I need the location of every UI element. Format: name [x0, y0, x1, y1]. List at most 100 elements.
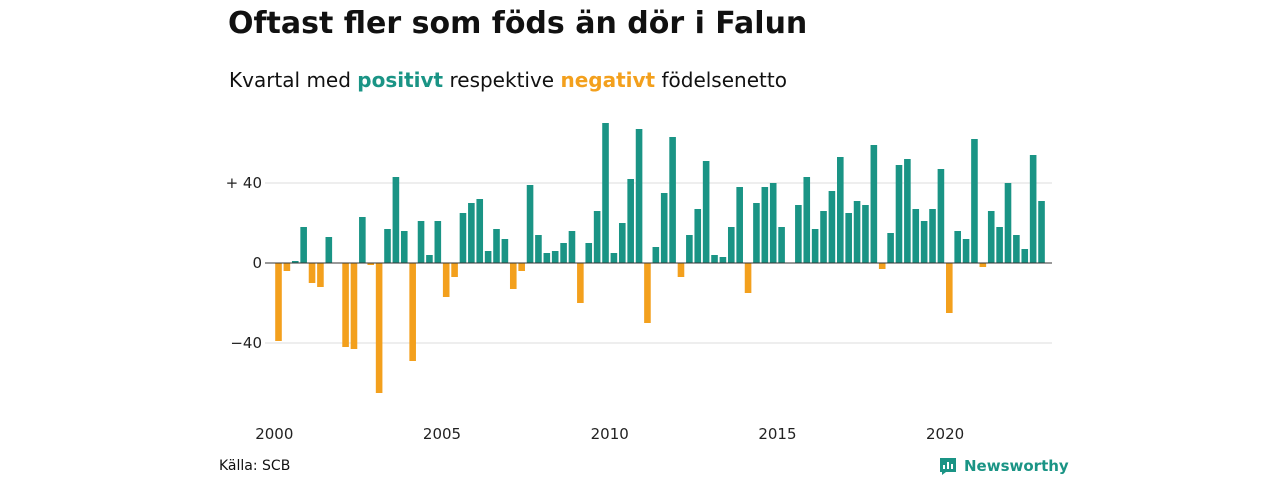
bar — [845, 213, 852, 263]
bar — [392, 177, 400, 263]
bar — [979, 263, 987, 267]
bar — [451, 263, 458, 277]
bar — [870, 145, 878, 263]
bar — [501, 239, 509, 263]
bar — [761, 187, 769, 263]
bar — [317, 263, 324, 287]
bar — [518, 263, 525, 271]
bar — [769, 183, 777, 263]
bar — [702, 161, 710, 263]
bar — [409, 263, 416, 361]
subtitle-text-start: Kvartal med — [229, 68, 358, 92]
bar — [283, 263, 291, 271]
bar — [526, 185, 534, 263]
bar — [560, 243, 567, 263]
bar — [753, 203, 760, 263]
bar — [300, 227, 307, 263]
bar — [493, 229, 500, 263]
bar — [593, 211, 601, 263]
bar — [1004, 183, 1012, 263]
bar — [744, 263, 752, 293]
bar — [954, 231, 961, 263]
bar — [308, 263, 316, 283]
bar — [795, 205, 802, 263]
bar — [509, 263, 517, 289]
bar — [937, 169, 945, 263]
bar — [660, 193, 668, 263]
bar — [400, 231, 408, 263]
bar — [686, 235, 693, 263]
bar — [350, 263, 358, 349]
bar — [694, 209, 702, 263]
bar — [828, 191, 836, 263]
x-tick-label: 2010 — [591, 425, 629, 443]
bar — [971, 139, 978, 263]
bar — [610, 253, 618, 263]
bar — [1038, 201, 1045, 263]
bar — [711, 255, 718, 263]
bar — [602, 123, 609, 263]
bar — [535, 235, 542, 263]
bar — [887, 233, 894, 263]
subtitle-text-end: födelsenetto — [655, 68, 787, 92]
bar — [837, 157, 844, 263]
bar — [275, 263, 282, 341]
bar — [895, 165, 903, 263]
bar — [551, 251, 559, 263]
bar — [342, 263, 349, 347]
bar — [359, 217, 366, 263]
y-tick-label: + 40 — [226, 174, 262, 192]
bar — [669, 137, 676, 263]
bar — [577, 263, 584, 303]
newsworthy-logo-icon — [940, 458, 956, 475]
bar — [291, 261, 299, 263]
bar — [853, 201, 861, 263]
bar — [878, 263, 886, 269]
x-tick-label: 2015 — [758, 425, 796, 443]
x-tick-label: 2020 — [926, 425, 964, 443]
bar — [367, 263, 375, 265]
bar — [803, 177, 811, 263]
source-note: Källa: SCB — [219, 458, 291, 474]
bar — [384, 229, 391, 263]
bar — [778, 227, 785, 263]
bar — [1013, 235, 1020, 263]
bar — [459, 213, 467, 263]
bar — [568, 231, 576, 263]
bar — [484, 251, 492, 263]
bar — [1029, 155, 1037, 263]
bar — [929, 209, 936, 263]
bar — [417, 221, 425, 263]
bar — [585, 243, 593, 263]
bar — [468, 203, 475, 263]
bar — [736, 187, 743, 263]
bar — [426, 255, 433, 263]
bar — [434, 221, 442, 263]
subtitle-negative-label: negativt — [560, 68, 656, 92]
bar — [644, 263, 651, 323]
bar — [946, 263, 953, 313]
bar — [987, 211, 995, 263]
bar — [904, 159, 911, 263]
bar — [652, 247, 660, 263]
chart-title: Oftast fler som föds än dör i Falun — [228, 6, 808, 41]
bar — [618, 223, 626, 263]
bar — [719, 257, 727, 263]
brand-logo: Newsworthy — [938, 456, 1069, 476]
bar — [543, 253, 551, 263]
bar — [920, 221, 928, 263]
bar — [442, 263, 450, 297]
subtitle-text-middle: respektive — [443, 68, 561, 92]
bar — [635, 129, 643, 263]
bar — [996, 227, 1003, 263]
bar — [677, 263, 685, 277]
chart-subtitle: Kvartal med positivt respektive negativt… — [229, 68, 787, 92]
bar — [325, 237, 333, 263]
y-tick-label: −40 — [230, 334, 262, 352]
y-tick-label: 0 — [252, 254, 262, 272]
bar — [476, 199, 484, 263]
x-tick-label: 2005 — [423, 425, 461, 443]
subtitle-positive-label: positivt — [357, 68, 444, 92]
bar — [820, 211, 827, 263]
